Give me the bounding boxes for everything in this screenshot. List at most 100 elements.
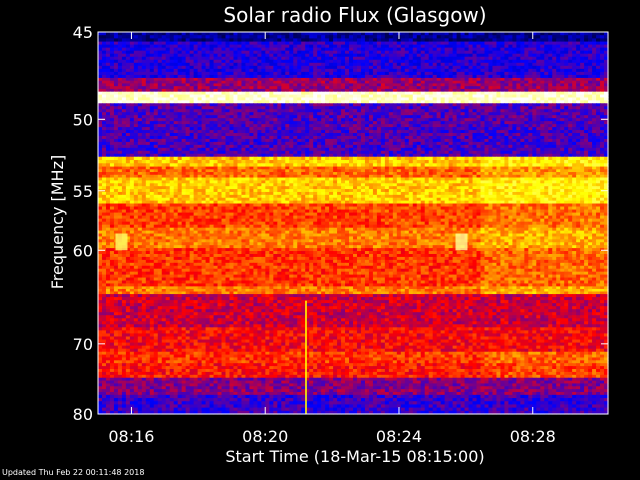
spectrogram-cell [161, 130, 167, 134]
spectrogram-cell [524, 38, 529, 43]
spectrogram-cell [372, 50, 378, 55]
spectrogram-cell [532, 106, 537, 110]
spectrogram-cell [117, 74, 123, 79]
spectrogram-cell [301, 32, 306, 36]
spectrogram-cell [356, 112, 362, 116]
spectrogram-cell [145, 112, 151, 116]
spectrogram-cell [333, 106, 338, 110]
spectrogram-cell [98, 74, 103, 79]
spectrogram-cell [329, 106, 334, 110]
spectrogram-cell [229, 35, 235, 39]
spectrogram-cell [376, 138, 382, 143]
spectrogram-cell [500, 53, 505, 58]
spectrogram-cell [345, 56, 350, 61]
spectrogram-cell [349, 100, 354, 104]
spectrogram-cell [277, 141, 282, 146]
spectrogram-cell [205, 35, 211, 39]
spectrogram-cell [460, 112, 466, 116]
spectrogram-cell [101, 56, 107, 61]
spectrogram-cell [384, 138, 390, 143]
spectrogram-cell [568, 124, 573, 128]
spectrogram-cell [221, 74, 227, 79]
spectrogram-cell [400, 91, 406, 96]
spectrogram-cell [185, 135, 191, 140]
spectrogram-cell [372, 68, 378, 73]
spectrogram-cell [261, 65, 266, 70]
spectrogram-cell [532, 86, 537, 90]
spectrogram-cell [580, 71, 585, 76]
spectrogram-cell [245, 56, 250, 61]
spectrogram-cell [261, 100, 266, 104]
spectrogram-cell [464, 141, 470, 146]
spectrogram-cell [345, 32, 350, 36]
spectrogram-cell [396, 138, 402, 143]
spectrogram-cell [360, 53, 366, 58]
spectrogram-cell [197, 53, 203, 58]
spectrogram-cell [213, 112, 219, 116]
spectrogram-cell [161, 62, 167, 67]
spectrogram-cell [540, 141, 545, 146]
spectrogram-cell [492, 53, 498, 58]
spectrogram-cell [225, 77, 231, 82]
spectrogram-cell [221, 94, 227, 99]
spectrogram-cell [364, 62, 370, 67]
spectrogram-cell [448, 77, 454, 82]
spectrogram-cell [368, 103, 374, 107]
spectrogram-cell [580, 103, 585, 107]
spectrogram-cell [568, 80, 573, 85]
spectrogram-cell [460, 127, 466, 131]
spectrogram-cell [305, 97, 310, 101]
spectrogram-cell [105, 133, 111, 137]
spectrogram-cell [476, 144, 482, 149]
spectrogram-cell [197, 62, 203, 67]
spectrogram-cell [404, 53, 410, 58]
spectrogram-cell [265, 47, 270, 52]
spectrogram-cell [388, 77, 394, 82]
spectrogram-cell [121, 135, 127, 140]
spectrogram-cell [117, 133, 123, 137]
spectrogram-cell [201, 103, 207, 107]
spectrogram-cell [400, 62, 406, 67]
spectrogram-cell [349, 32, 354, 36]
spectrogram-cell [221, 135, 227, 140]
spectrogram-cell [356, 91, 362, 96]
spectrogram-cell [129, 77, 135, 82]
spectrogram-cell [460, 144, 466, 149]
spectrogram-cell [556, 130, 561, 134]
spectrogram-cell [380, 41, 386, 46]
spectrogram-cell [488, 127, 494, 131]
spectrogram-cell [524, 65, 529, 70]
spectrogram-cell [277, 83, 282, 87]
spectrogram-cell [277, 56, 282, 61]
spectrogram-cell [281, 91, 286, 96]
spectrogram-cell [360, 144, 366, 149]
spectrogram-cell [364, 115, 370, 119]
spectrogram-cell [524, 88, 529, 93]
spectrogram-cell [113, 100, 119, 104]
spectrogram-cell [380, 47, 386, 52]
spectrogram-cell [305, 130, 310, 134]
spectrogram-cell [600, 86, 605, 90]
spectrogram-cell [600, 53, 605, 58]
spectrogram-cell [329, 53, 334, 58]
spectrogram-cell [309, 62, 314, 67]
spectrogram-cell [488, 65, 494, 70]
spectrogram-cell [185, 65, 191, 70]
spectrogram-cell [516, 83, 521, 87]
spectrogram-cell [161, 44, 167, 49]
spectrogram-cell [364, 38, 370, 43]
spectrogram-cell [105, 53, 111, 58]
spectrogram-cell [297, 100, 302, 104]
spectrogram-cell [117, 144, 123, 149]
spectrogram-cell [512, 127, 517, 131]
spectrogram-cell [289, 121, 294, 125]
spectrogram-cell [520, 41, 525, 46]
spectrogram-cell [504, 80, 509, 85]
spectrogram-cell [456, 65, 462, 70]
spectrogram-cell [404, 62, 410, 67]
spectrogram-cell [504, 38, 509, 43]
spectrogram-cell [129, 106, 135, 110]
spectrogram-cell [556, 65, 561, 70]
spectrogram-cell [209, 83, 215, 87]
spectrogram-cell [149, 130, 155, 134]
